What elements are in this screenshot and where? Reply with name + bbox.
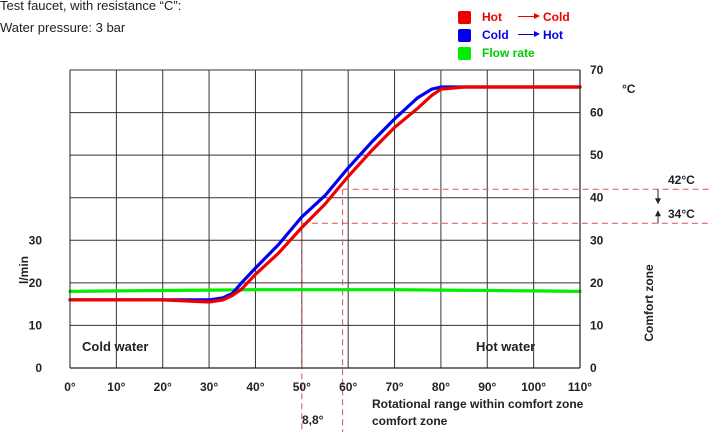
temp-high-label: 42°C (668, 173, 695, 187)
legend-label-flow-rate: Flow rate (482, 46, 535, 60)
x-tick-label: 110° (568, 380, 592, 394)
cold-water-label: Cold water (82, 339, 148, 354)
arrow-right-icon (518, 12, 540, 22)
legend-swatch-flow-rate (458, 46, 471, 60)
legend-target-hot: Cold (543, 10, 570, 24)
legend-target-cold: Hot (543, 28, 563, 42)
y-axis-left-label: l/min (17, 256, 31, 284)
y-right-tick-label: 50 (590, 148, 604, 162)
legend-label-cold: Cold (482, 28, 509, 42)
x-tick-label: 90° (478, 380, 496, 394)
comfort-zone-caption: Comfort zone (642, 264, 656, 342)
x-axis-label: Rotational range within comfort zone (372, 397, 584, 411)
y-axis-right-label: °C (622, 82, 636, 96)
legend-swatch-cold (458, 28, 471, 42)
y-right-tick-label: 40 (590, 191, 604, 205)
x-tick-label: 80° (432, 380, 450, 394)
water-pressure-note: Water pressure: 3 bar (0, 20, 126, 35)
series-line-cold (68, 85, 582, 302)
series-lines (68, 85, 582, 304)
y-right-tick-label: 0 (590, 361, 597, 375)
arrow-right-icon (518, 30, 540, 40)
legend-label-hot: Hot (482, 10, 502, 24)
series-line-hot (68, 85, 582, 304)
y-right-tick-label: 10 (590, 318, 604, 332)
chart-legend: Hot Cold Cold Hot Flow rate (458, 8, 570, 62)
legend-item-cold: Cold Hot (458, 26, 570, 44)
chart-grid (69, 69, 581, 369)
x-tick-label: 20° (154, 380, 172, 394)
legend-item-flow-rate: Flow rate (458, 44, 570, 62)
y-left-tick-label: 10 (29, 318, 43, 332)
y-left-tick-label: 20 (29, 276, 43, 290)
legend-swatch-hot (458, 10, 471, 24)
temp-low-label: 34°C (668, 207, 695, 221)
x-axis-label-line2: comfort zone (372, 414, 448, 428)
y-left-tick-label: 30 (29, 233, 43, 247)
y-right-tick-label: 60 (590, 106, 604, 120)
x-tick-label: 50° (293, 380, 311, 394)
chart-labels: l/min °C Comfort zone Cold water Hot wat… (17, 82, 695, 428)
angle-span-label: 8,8° (302, 413, 324, 427)
x-tick-label: 100° (521, 380, 546, 394)
arrow-down-icon (655, 198, 661, 205)
y-right-tick-label: 70 (590, 63, 604, 77)
x-tick-label: 30° (200, 380, 218, 394)
y-left-tick-label: 0 (35, 361, 42, 375)
x-tick-label: 0° (64, 380, 76, 394)
comfort-guides (301, 188, 712, 432)
chart-axes (69, 70, 581, 369)
x-tick-label: 40° (246, 380, 264, 394)
x-tick-label: 10° (107, 380, 125, 394)
tick-labels: 0° 10° 20° 30° 40° 50° 60° 70° 80° 90° 100° 110° 0 10… (29, 63, 604, 394)
hot-water-label: Hot water (476, 339, 535, 354)
x-tick-label: 70° (385, 380, 403, 394)
test-condition-note: Test faucet, with resistance “C”: (0, 0, 182, 13)
y-right-tick-label: 30 (590, 233, 604, 247)
series-line-flow-rate (68, 288, 582, 293)
y-right-tick-label: 20 (590, 276, 604, 290)
legend-item-hot: Hot Cold (458, 8, 570, 26)
x-tick-label: 60° (339, 380, 357, 394)
arrow-up-icon (655, 210, 661, 217)
